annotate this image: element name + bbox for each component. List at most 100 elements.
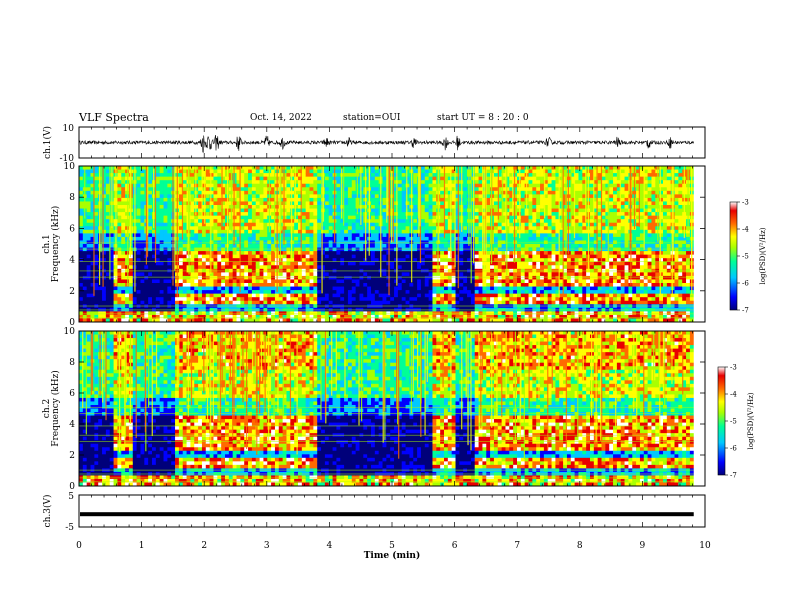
spectrogram-cell (351, 265, 357, 270)
spectrogram-cell (478, 247, 483, 252)
spectrogram-cell (486, 311, 491, 316)
spectrogram-cell (182, 300, 187, 305)
spectrogram-cell (94, 283, 99, 287)
spectrogram-cell (236, 233, 241, 238)
spectrogram-cell (109, 314, 114, 319)
spectrogram-cell (467, 290, 472, 295)
spectrogram-cell (102, 283, 107, 287)
spectrogram-cell (463, 311, 468, 316)
spectrogram-cell (79, 283, 84, 287)
spectrogram-cell (390, 183, 395, 188)
spectrogram-cell (155, 176, 161, 181)
spectrogram-cell (467, 286, 472, 291)
spectrogram-cell (444, 275, 449, 280)
spectrogram-cell (317, 233, 322, 238)
spectrogram-cell (440, 275, 445, 280)
spectrogram-cell (424, 226, 430, 231)
spectrogram-cell (420, 286, 426, 291)
spectrogram-cell (163, 254, 168, 259)
spectrogram-cell (90, 166, 95, 170)
spectrogram-cell (440, 290, 445, 295)
spectrogram-cell (444, 261, 449, 266)
spectrogram-cell (455, 201, 460, 206)
spectrogram-cell (267, 236, 272, 241)
spectrogram-cell (478, 173, 483, 178)
spectrogram-cell (324, 300, 330, 305)
spectrogram-cell (213, 219, 218, 224)
spectrogram-cell (232, 180, 237, 185)
spectrogram-cell (271, 293, 276, 298)
spectrogram-cell (286, 293, 291, 298)
spectrogram-cell (355, 258, 360, 263)
spectrogram-cell (271, 173, 276, 178)
spectrogram-cell (378, 311, 383, 316)
spectrogram-cell (278, 290, 284, 295)
spectrogram-cell (401, 194, 406, 199)
spectrogram-cell (394, 254, 399, 259)
spectrogram-cell (486, 272, 491, 277)
spectrogram-cell (163, 265, 168, 270)
spectrogram-cell (493, 176, 499, 181)
spectrogram-cell (470, 244, 476, 248)
spectrogram-cell (478, 261, 483, 266)
spectrogram-cell (386, 300, 391, 305)
spectrogram-cell (201, 215, 207, 220)
spectrogram-cell (390, 254, 395, 259)
spectrogram-cell (90, 176, 95, 181)
spectrogram-cell (271, 229, 276, 234)
spectrogram-cell (205, 244, 211, 248)
spectrogram-cell (140, 254, 145, 259)
spectrogram-cell (105, 254, 111, 259)
spectrogram-cell (474, 254, 479, 259)
spectrogram-cell (248, 293, 253, 298)
spectrogram-cell (332, 286, 337, 291)
spectrogram-cell (509, 169, 514, 174)
spectrogram-cell (328, 290, 333, 295)
spectrogram-cell (121, 244, 126, 248)
spectrogram-cell (317, 208, 322, 213)
spectrogram-cell (140, 190, 145, 195)
spectrogram-cell (301, 275, 307, 280)
spectrogram-cell (374, 236, 380, 241)
spectrogram-cell (455, 215, 460, 220)
spectrogram-cell (382, 183, 387, 188)
spectrogram-cell (217, 311, 222, 316)
spectrogram-cell (401, 247, 406, 252)
spectrogram-cell (336, 314, 341, 319)
spectrogram-cell (282, 208, 287, 213)
spectrogram-cell (274, 311, 280, 316)
spectrogram-cell (105, 194, 111, 199)
spectrogram-cell (178, 226, 184, 231)
spectrogram-cell (371, 173, 376, 178)
spectrogram-cell (121, 197, 126, 202)
spectrogram-cell (497, 240, 503, 245)
spectrogram-cell (359, 251, 364, 256)
spectrogram-cell (394, 173, 399, 178)
spectrogram-cell (394, 293, 399, 298)
spectrogram-cell (209, 208, 214, 213)
spectrogram-cell (309, 290, 314, 295)
spectrogram-cell (190, 286, 195, 291)
spectrogram-cell (455, 194, 460, 199)
spectrogram-cell (371, 205, 376, 209)
spectrogram-cell (259, 190, 264, 195)
spectrogram-cell (251, 190, 257, 195)
spectrogram-cell (236, 251, 241, 256)
spectrogram-cell (217, 215, 222, 220)
spectrogram-cell (371, 180, 376, 185)
spectrogram-cell (82, 247, 88, 252)
spectrogram-cell (213, 215, 218, 220)
spectrogram-cell (321, 265, 326, 270)
spectrogram-cell (317, 318, 322, 323)
spectrogram-cell (205, 169, 211, 174)
spectrogram-cell (470, 279, 476, 284)
spectrogram-cell (405, 169, 410, 174)
spectrogram-cell (79, 258, 84, 263)
spectrogram-cell (298, 283, 303, 287)
spectrogram-cell (444, 293, 449, 298)
spectrogram-cell (148, 293, 153, 298)
spectrogram-cell (140, 283, 145, 287)
spectrogram-cell (440, 219, 445, 224)
spectrogram-cell (486, 247, 491, 252)
spectrogram-cell (90, 212, 95, 217)
